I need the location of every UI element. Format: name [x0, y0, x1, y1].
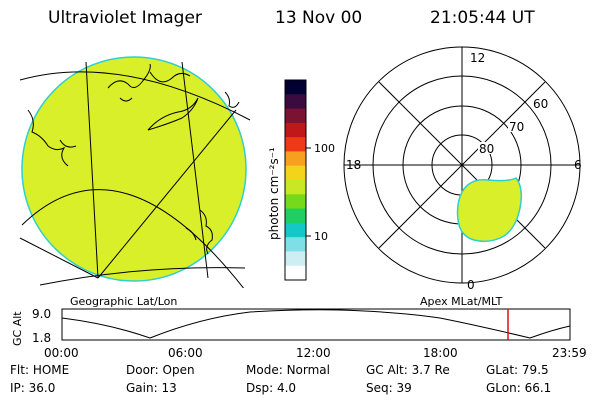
y-tick-label: 9.0: [32, 307, 51, 321]
x-tick-label: 00:00: [44, 346, 79, 360]
colorbar-band: [285, 108, 306, 124]
colorbar-band: [285, 80, 306, 95]
longitude-line: [97, 109, 237, 279]
altitude-axis-label: GC Alt: [11, 311, 24, 346]
longitude-line: [181, 61, 209, 279]
y-tick-label: 1.8: [32, 331, 51, 345]
mlt-label-18: 18: [346, 158, 361, 172]
altitude-curve: [61, 309, 571, 339]
status-dsp: Dsp: 4.0: [246, 381, 297, 395]
status-gain: Gain: 13: [126, 381, 177, 395]
colorbar-band: [285, 151, 306, 167]
latitude-line: [21, 189, 245, 288]
coastline: [185, 209, 213, 255]
colorbar-band: [285, 165, 306, 181]
latitude-line: [39, 267, 246, 286]
status-mode: Mode: Normal: [246, 363, 330, 377]
uv-image-polar: [456, 177, 523, 243]
lat-label-70: 70: [509, 120, 524, 134]
uv-image-disc: [21, 56, 247, 282]
lat-label-80: 80: [479, 142, 494, 156]
status-gc-alt: GC Alt: 3.7 Re: [366, 363, 450, 377]
colorbar-band: [285, 94, 306, 110]
observation-time: 21:05:44 UT: [430, 8, 535, 28]
status-flight: Flt: HOME: [10, 363, 70, 377]
colorbar-tick-label: 100: [314, 142, 335, 155]
longitude-line: [85, 61, 99, 279]
status-ip: IP: 36.0: [10, 381, 56, 395]
colorbar-band: [285, 222, 306, 238]
colorbar-tick-label: 10: [314, 230, 328, 243]
colorbar-band: [285, 180, 306, 195]
status-seq: Seq: 39: [366, 381, 412, 395]
colorbar-band: [285, 265, 306, 281]
colorbar-band: [285, 251, 306, 267]
longitude-line: [19, 237, 99, 279]
mlt-label-12: 12: [470, 51, 485, 65]
colorbar-band: [285, 122, 306, 138]
instrument-title: Ultraviolet Imager: [48, 8, 202, 28]
mlt-label-6: 6: [574, 158, 582, 172]
coastline: [107, 63, 191, 102]
status-glat: GLat: 79.5: [486, 363, 549, 377]
x-tick-label: 06:00: [168, 346, 203, 360]
coastline: [27, 109, 77, 167]
x-tick-label: 23:59: [552, 346, 587, 360]
status-door: Door: Open: [126, 363, 195, 377]
polar-panel-label: Apex MLat/MLT: [420, 295, 503, 308]
coastline: [224, 91, 240, 108]
lat-label-60: 60: [533, 97, 548, 111]
colorbar-band: [285, 194, 306, 210]
colorbar-unit-label: photon cm⁻²s⁻¹: [267, 147, 281, 240]
x-tick-label: 12:00: [296, 346, 331, 360]
geo-panel-label: Geographic Lat/Lon: [70, 295, 177, 308]
colorbar-band: [285, 137, 306, 152]
coastline: [147, 97, 199, 131]
x-tick-label: 18:00: [423, 346, 458, 360]
latitude-line: [19, 71, 251, 121]
observation-date: 13 Nov 00: [275, 8, 363, 28]
colorbar-band: [285, 208, 306, 224]
status-glon: GLon: 66.1: [486, 381, 552, 395]
colorbar-band: [285, 237, 306, 252]
mlt-label-0: 0: [467, 278, 475, 292]
mlt-spoke: [378, 81, 546, 249]
